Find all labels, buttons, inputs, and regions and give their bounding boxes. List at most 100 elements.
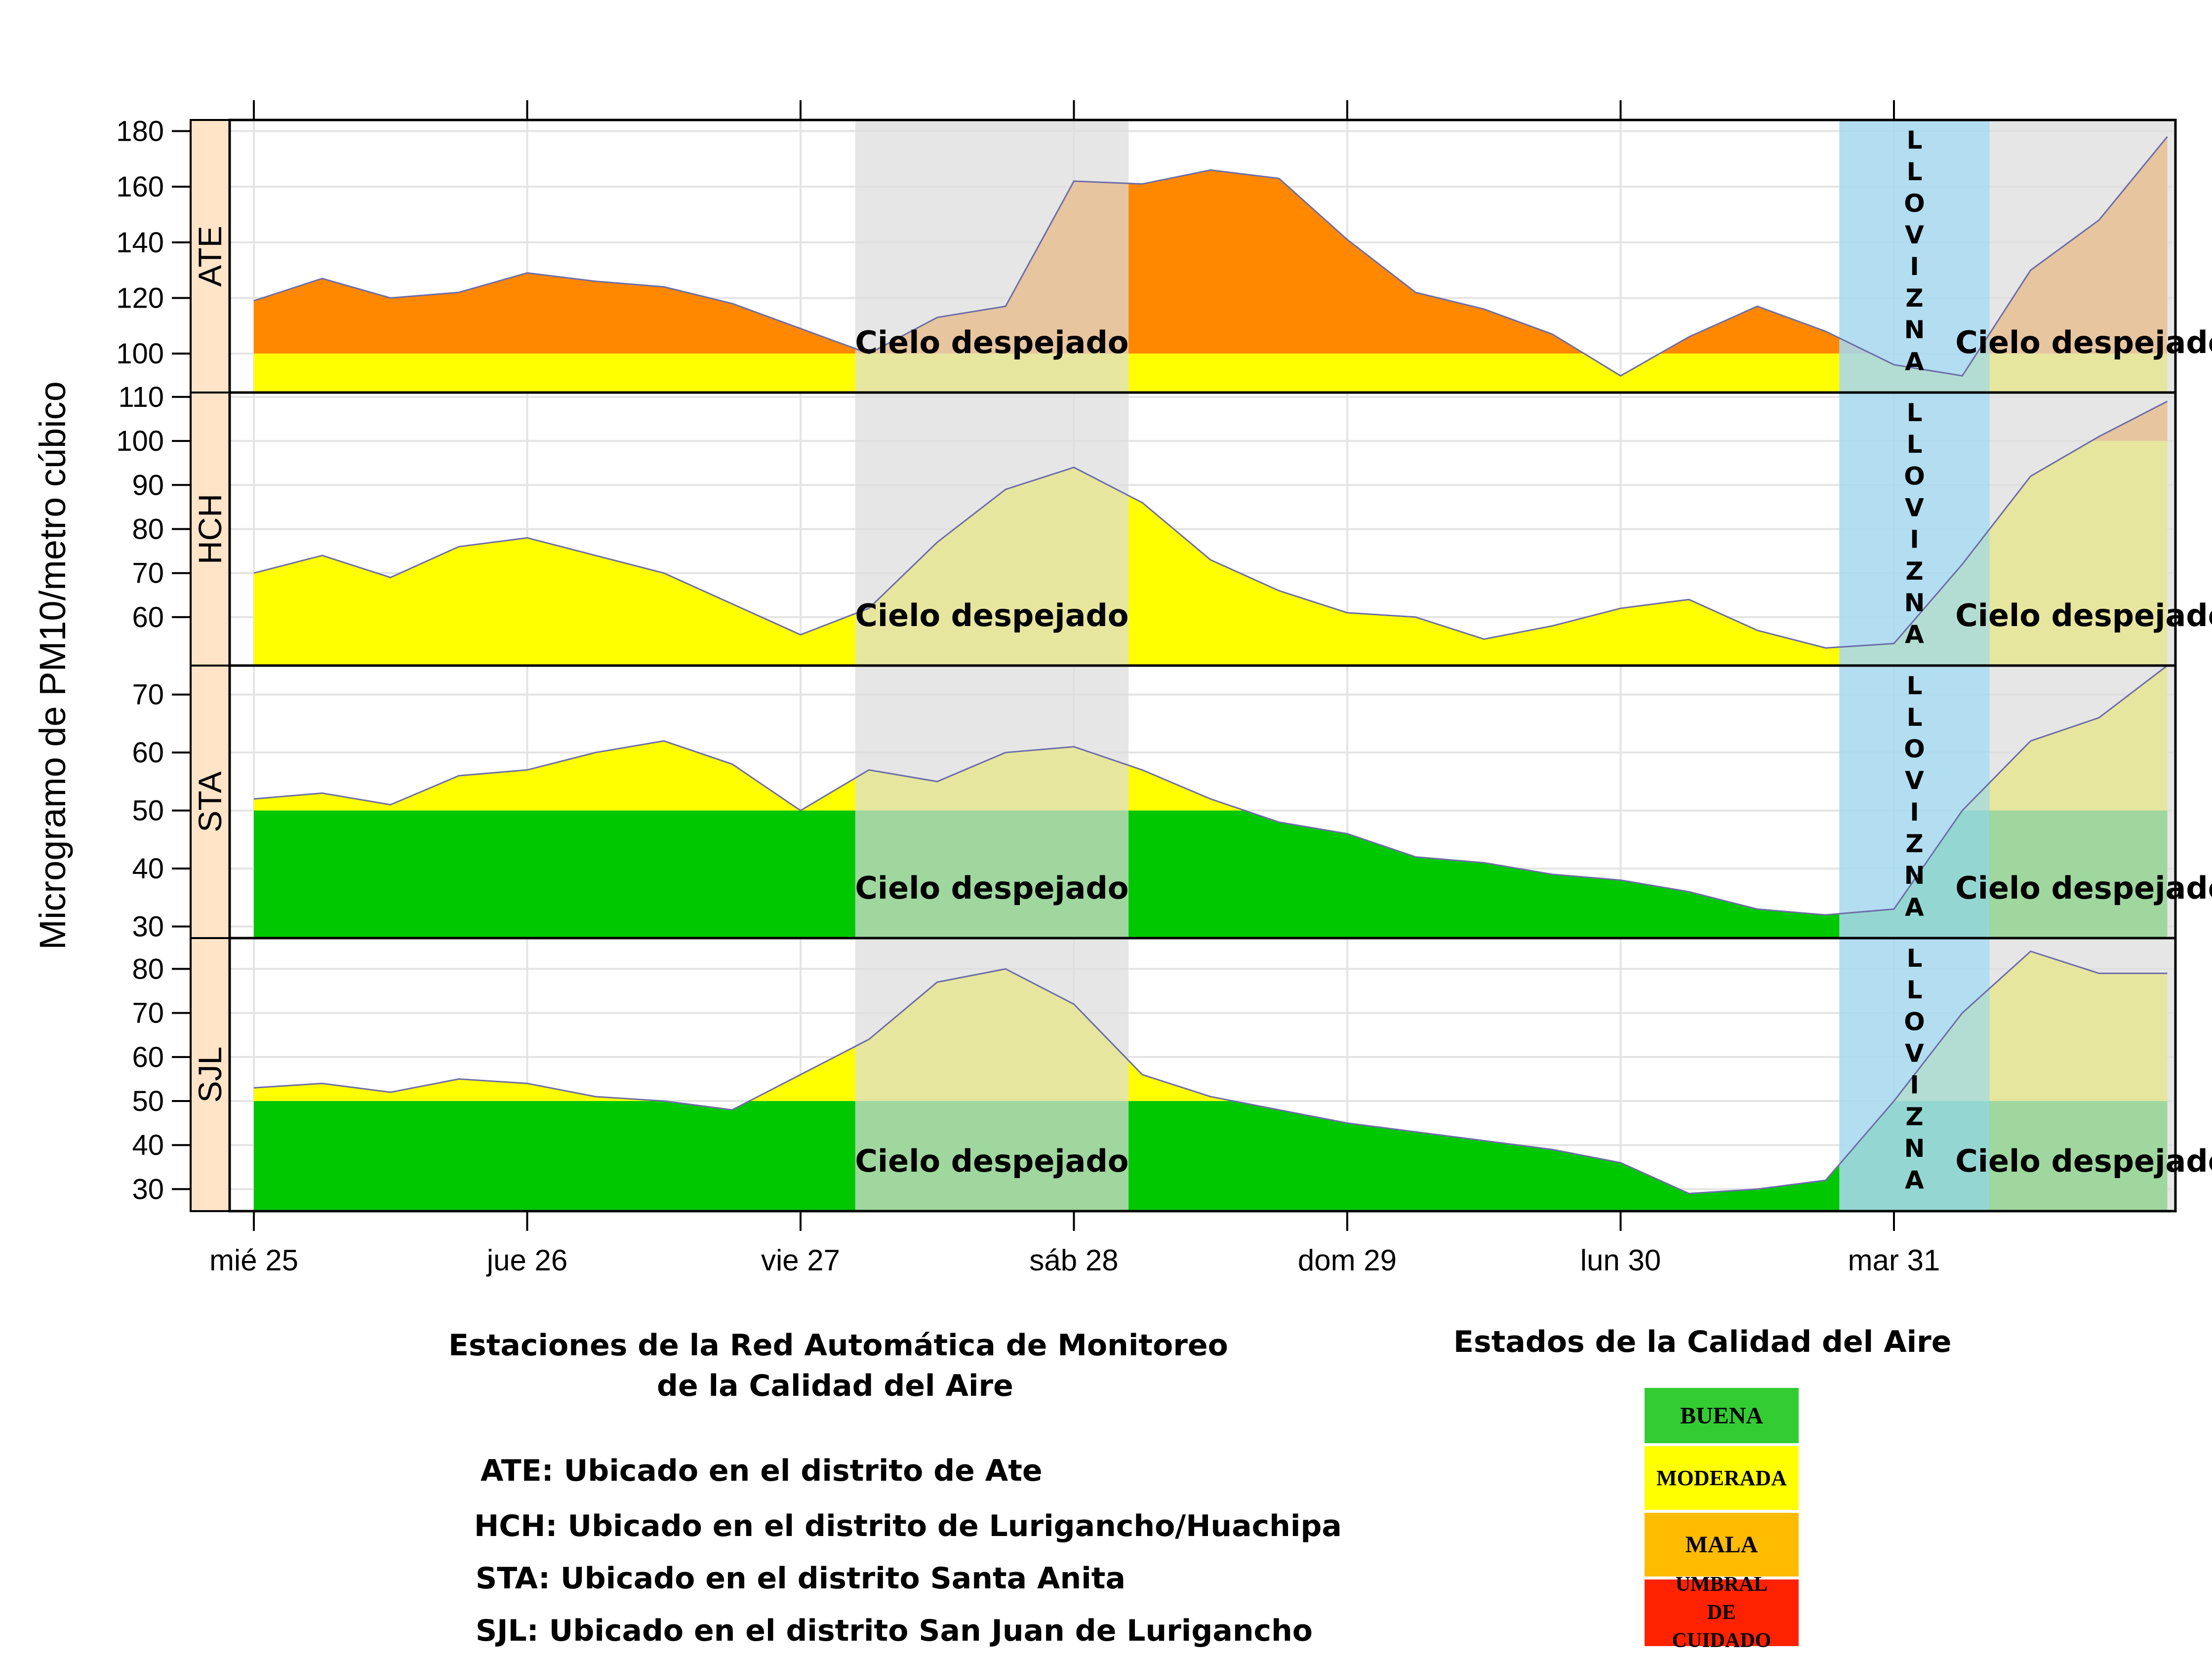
llovizna-label-char: N — [1904, 1134, 1925, 1163]
panel-strip — [190, 119, 231, 394]
panel-strip-label: HCH — [192, 494, 228, 564]
y-tick-label: 60 — [132, 601, 164, 633]
cielo-despejado-label: Cielo despejado — [1955, 870, 2212, 906]
llovizna-label-char: O — [1904, 735, 1925, 763]
cielo-despejado-label: Cielo despejado — [1955, 1143, 2212, 1179]
cielo-despejado-label: Cielo despejado — [855, 1143, 1128, 1179]
station-sta-desc: STA: Ubicado en el distrito Santa Anita — [476, 1561, 1126, 1596]
y-tick-label: 30 — [132, 911, 164, 943]
cielo-despejado-label: Cielo despejado — [855, 324, 1128, 360]
pm10-chart: Microgramo de PM10/metro cúbico Cielo des… — [32, 100, 2212, 1277]
shaded-period — [1839, 120, 1990, 393]
panel-strip-label: ATE — [192, 226, 228, 286]
llovizna-label-char: N — [1904, 589, 1925, 617]
y-tick-label: 50 — [132, 795, 164, 827]
llovizna-label-char: Z — [1905, 284, 1923, 313]
y-axis-label: Microgramo de PM10/metro cúbico — [32, 381, 73, 950]
x-tick-label: sáb 28 — [1029, 1244, 1118, 1277]
x-tick-label: vie 27 — [761, 1244, 840, 1277]
llovizna-label-char: Z — [1905, 557, 1923, 586]
series-line — [253, 950, 2168, 1194]
llovizna-label-char: N — [1904, 861, 1925, 890]
llovizna-label-char: V — [1905, 1039, 1924, 1068]
llovizna-label-char: Z — [1905, 829, 1923, 858]
series-line — [253, 400, 2168, 649]
llovizna-label-char: N — [1904, 315, 1925, 344]
cielo-despejado-label: Cielo despejado — [855, 597, 1128, 633]
stations-title-line2: de la Calidad del Aire — [657, 1369, 1013, 1403]
llovizna-label-char: A — [1905, 347, 1924, 376]
shaded-period — [1989, 666, 2175, 938]
station-hch-desc: HCH: Ubicado en el distrito de Luriganch… — [474, 1509, 1342, 1543]
panel-strip-label: SJL — [192, 1047, 228, 1103]
series-line — [253, 666, 2168, 916]
series-line — [253, 136, 2168, 377]
legend-buena: BUENA — [1643, 1386, 1800, 1445]
y-tick-label: 70 — [132, 679, 164, 711]
shaded-period — [1989, 393, 2175, 666]
llovizna-label-char: I — [1910, 798, 1919, 827]
llovizna-label-char: O — [1904, 1007, 1925, 1036]
y-tick-label: 90 — [132, 469, 164, 501]
llovizna-label-char: A — [1905, 1166, 1924, 1194]
y-tick-label: 70 — [132, 557, 164, 590]
llovizna-label-char: L — [1907, 703, 1923, 732]
station-sjl-desc: SJL: Ubicado en el distrito San Juan de … — [476, 1614, 1313, 1648]
llovizna-label-char: A — [1905, 620, 1924, 649]
shaded-periods — [855, 938, 2175, 1211]
cielo-despejado-label: Cielo despejado — [855, 870, 1128, 906]
x-tick-label: jue 26 — [486, 1244, 567, 1277]
llovizna-label-char: L — [1907, 976, 1923, 1004]
llovizna-label-char: L — [1907, 671, 1923, 700]
y-tick-label: 80 — [132, 513, 164, 546]
x-tick-label: lun 30 — [1580, 1244, 1661, 1277]
shaded-period — [855, 393, 1129, 666]
y-tick-label: 50 — [132, 1085, 164, 1117]
llovizna-label-char: V — [1905, 766, 1924, 795]
llovizna-label-char: L — [1907, 398, 1923, 427]
llovizna-label-char: A — [1905, 893, 1924, 921]
y-tick-label: 40 — [132, 853, 164, 885]
stations-title-line1: Estaciones de la Red Automática de Monit… — [448, 1328, 1228, 1363]
legend-umbral: UMBRAL DE CUIDADO — [1643, 1573, 1800, 1652]
y-tick-label: 30 — [132, 1173, 164, 1205]
legend-moderada: MODERADA — [1643, 1445, 1800, 1511]
cielo-despejado-label: Cielo despejado — [1955, 597, 2212, 633]
legend-title: Estados de la Calidad del Aire — [1453, 1325, 1952, 1359]
y-tick-label: 100 — [116, 425, 164, 457]
llovizna-label-char: V — [1905, 221, 1924, 249]
y-tick-label: 110 — [119, 381, 164, 413]
y-tick-label: 70 — [132, 997, 164, 1029]
shaded-period — [1839, 666, 1990, 938]
y-tick-label: 40 — [132, 1129, 164, 1161]
shaded-periods — [855, 666, 2175, 938]
y-tick-label: 60 — [132, 737, 164, 769]
panel-strip-label: STA — [192, 771, 228, 832]
shaded-period — [855, 120, 1129, 393]
legend-mala: MALA — [1643, 1511, 1800, 1578]
llovizna-label-char: I — [1910, 1071, 1919, 1100]
y-tick-label: 180 — [116, 116, 164, 148]
y-tick-label: 60 — [132, 1041, 164, 1073]
station-ate-desc: ATE: Ubicado en el distrito de Ate — [481, 1454, 1043, 1488]
llovizna-label-char: I — [1910, 252, 1919, 281]
llovizna-label-char: Z — [1905, 1103, 1923, 1131]
shaded-periods — [855, 393, 2175, 666]
llovizna-label-char: L — [1907, 944, 1923, 973]
llovizna-label-char: O — [1904, 462, 1925, 490]
llovizna-label-char: V — [1905, 494, 1924, 522]
y-tick-label: 100 — [116, 338, 164, 370]
llovizna-label-char: O — [1904, 189, 1925, 218]
x-tick-label: mié 25 — [209, 1244, 298, 1277]
y-tick-label: 80 — [132, 953, 164, 985]
x-tick-label: mar 31 — [1848, 1244, 1940, 1277]
shaded-period — [855, 938, 1129, 1211]
llovizna-label-char: L — [1907, 430, 1923, 459]
y-tick-label: 120 — [116, 282, 164, 314]
y-tick-label: 140 — [116, 227, 164, 259]
llovizna-label-char: L — [1907, 126, 1923, 155]
cielo-despejado-label: Cielo despejado — [1955, 324, 2212, 360]
